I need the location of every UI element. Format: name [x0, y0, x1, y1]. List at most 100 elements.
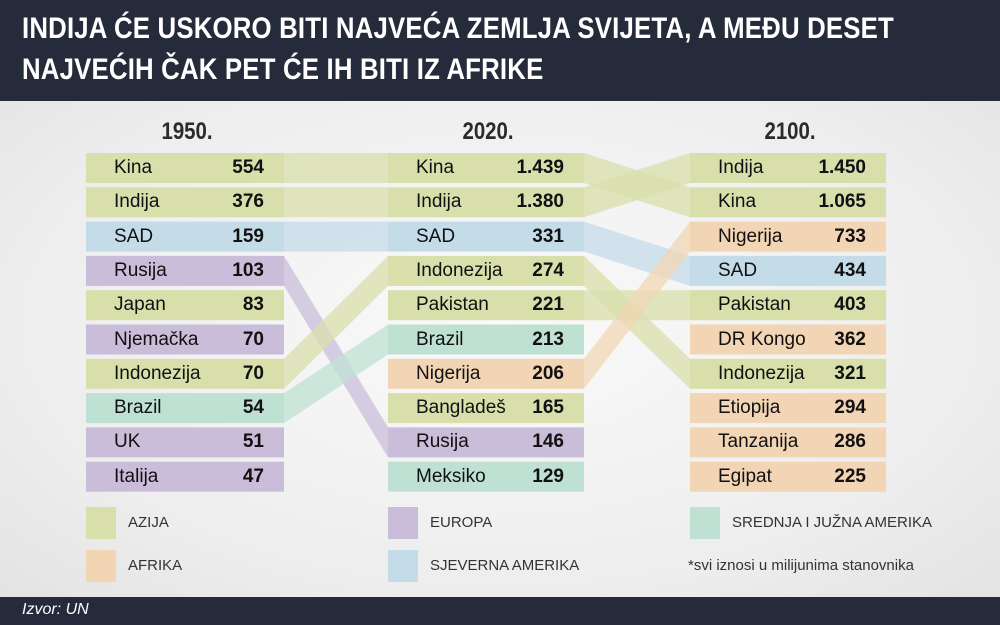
population-value: 294 [834, 397, 866, 419]
population-value: 403 [834, 294, 866, 316]
population-value: 1.380 [516, 191, 564, 213]
country-label: Nigerija [416, 362, 481, 384]
country-label: Kina [416, 157, 455, 178]
country-label: Kina [114, 157, 153, 178]
country-label: Njemačka [114, 328, 199, 350]
row-bar [388, 187, 584, 218]
row-bar [86, 427, 284, 458]
row-bar [86, 324, 284, 355]
country-label: SAD [718, 259, 758, 281]
population-value: 286 [834, 431, 866, 453]
header-bar: INDIJA ĆE USKORO BITI NAJVEĆA ZEMLJA SVI… [0, 0, 1000, 101]
country-label: SAD [114, 225, 154, 247]
country-label: Indija [416, 191, 462, 213]
row-bar [388, 427, 584, 458]
connector-band [284, 187, 388, 218]
row-bar [690, 221, 886, 252]
row-bar [86, 255, 284, 286]
population-value: 47 [242, 465, 264, 487]
country-label: Egipat [718, 465, 772, 487]
units-note: *svi iznosi u milijunima stanovnika [688, 557, 914, 574]
population-value: 70 [242, 328, 264, 350]
population-value: 554 [232, 157, 264, 178]
population-value: 225 [834, 465, 866, 487]
connector-band [284, 153, 388, 183]
population-value: 733 [834, 225, 866, 247]
population-value: 376 [232, 191, 264, 213]
connector-band [584, 221, 690, 389]
country-label: Japan [114, 294, 166, 316]
country-label: Indonezija [114, 362, 201, 384]
row-bar [690, 427, 886, 458]
population-value: 1.065 [818, 191, 866, 213]
legend-label: SJEVERNA AMERIKA [430, 557, 580, 574]
row-bar [690, 461, 886, 492]
legend-swatch [86, 507, 116, 539]
connector-band [584, 153, 690, 218]
country-label: SAD [416, 225, 456, 247]
row-bar [86, 393, 284, 424]
country-label: Rusija [416, 431, 469, 453]
row-bar [388, 221, 584, 252]
country-label: Pakistan [718, 294, 791, 316]
row-bar [388, 255, 584, 286]
connector-band [284, 255, 388, 458]
connector-band [284, 255, 388, 389]
legend-label: AFRIKA [128, 557, 183, 574]
row-bar [690, 290, 886, 321]
year-label-2100: 2100. [764, 118, 816, 145]
population-value: 1.450 [818, 157, 866, 178]
population-value: 165 [532, 397, 564, 419]
country-label: Pakistan [416, 294, 489, 316]
source-note: Izvor: UN [22, 601, 89, 618]
row-bar [388, 393, 584, 424]
country-label: Italija [114, 465, 159, 487]
country-label: Bangladeš [416, 397, 506, 419]
population-value: 146 [532, 431, 564, 453]
population-value: 54 [242, 397, 264, 419]
country-label: Indija [114, 191, 160, 213]
row-bar [86, 153, 284, 183]
country-label: Nigerija [718, 225, 783, 247]
row-bar [86, 290, 284, 321]
population-value: 321 [834, 362, 866, 384]
legend-label: EUROPA [430, 514, 493, 531]
population-value: 103 [232, 259, 264, 281]
row-bar [690, 255, 886, 286]
row-bar [690, 358, 886, 389]
population-value: 1.439 [516, 157, 564, 178]
row-bar [388, 290, 584, 321]
country-label: Meksiko [416, 465, 486, 487]
row-bar [86, 187, 284, 218]
row-bar [690, 187, 886, 218]
row-bar [86, 221, 284, 252]
population-value: 83 [242, 294, 264, 316]
population-value: 274 [532, 259, 564, 281]
row-bar [690, 324, 886, 355]
chart-title-line-2: NAJVEĆIH ČAK PET ĆE IH BITI IZ AFRIKE [22, 53, 544, 86]
chart-title-line-1: INDIJA ĆE USKORO BITI NAJVEĆA ZEMLJA SVI… [22, 12, 894, 45]
population-value: 70 [242, 362, 264, 384]
population-value: 159 [232, 225, 264, 247]
country-label: Indija [718, 157, 764, 178]
legend-swatch [690, 507, 720, 539]
population-value: 434 [834, 259, 866, 281]
country-label: Brazil [114, 397, 162, 419]
row-bar [388, 461, 584, 492]
row-bar [388, 153, 584, 183]
footer-bar: Izvor: UN [0, 597, 1000, 625]
legend-swatch [86, 550, 116, 582]
population-value: 213 [532, 328, 564, 350]
connector-band [584, 255, 690, 389]
country-label: Indonezija [416, 259, 503, 281]
legend-label: AZIJA [128, 514, 169, 531]
row-bar [86, 358, 284, 389]
country-label: Tanzanija [718, 431, 799, 453]
connector-band [284, 324, 388, 424]
country-label: Etiopija [718, 397, 781, 419]
population-value: 362 [834, 328, 866, 350]
legend-swatch [388, 507, 418, 539]
row-bar [388, 324, 584, 355]
year-label-2020: 2020. [462, 118, 514, 145]
row-bar [388, 358, 584, 389]
